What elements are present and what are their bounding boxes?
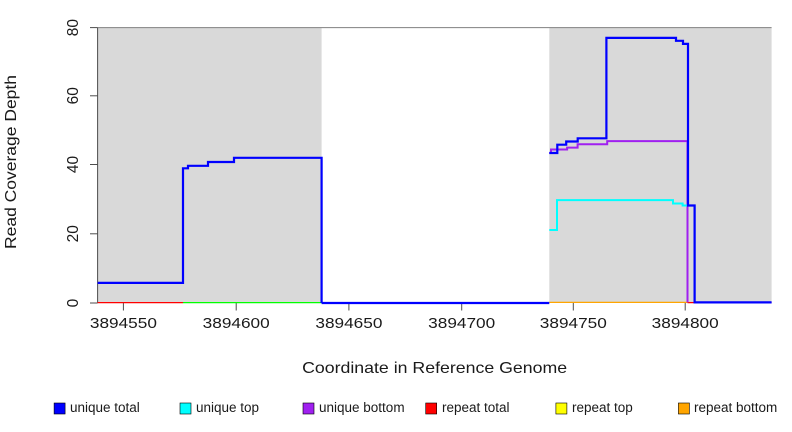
svg-text:Coordinate in Reference Genome: Coordinate in Reference Genome — [302, 360, 567, 377]
svg-text:repeat bottom: repeat bottom — [694, 400, 777, 415]
svg-text:3894750: 3894750 — [540, 316, 607, 332]
svg-text:3894800: 3894800 — [652, 316, 719, 332]
svg-text:unique bottom: unique bottom — [319, 400, 405, 415]
svg-text:repeat total: repeat total — [442, 400, 510, 415]
svg-text:unique total: unique total — [70, 400, 140, 415]
svg-text:unique top: unique top — [196, 400, 259, 415]
svg-text:3894700: 3894700 — [428, 316, 495, 332]
svg-text:60: 60 — [65, 87, 82, 105]
svg-text:40: 40 — [65, 156, 82, 174]
svg-text:Read Coverage Depth: Read Coverage Depth — [3, 75, 20, 249]
svg-text:0: 0 — [65, 298, 82, 307]
svg-text:20: 20 — [65, 225, 82, 243]
svg-text:3894650: 3894650 — [315, 316, 382, 332]
svg-text:3894600: 3894600 — [203, 316, 270, 332]
svg-text:80: 80 — [65, 19, 82, 37]
svg-text:3894550: 3894550 — [90, 316, 157, 332]
svg-text:repeat top: repeat top — [572, 400, 633, 415]
